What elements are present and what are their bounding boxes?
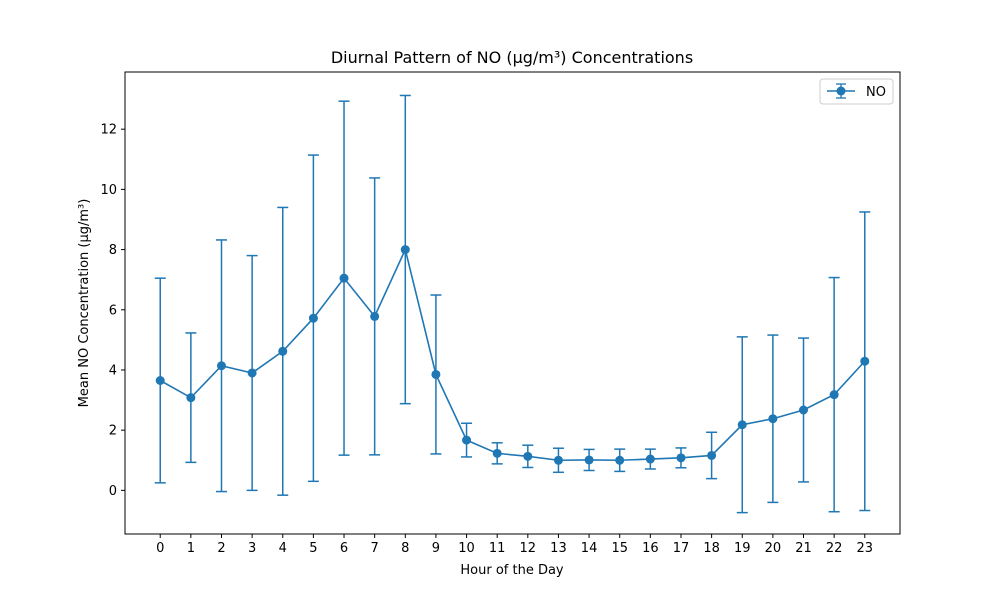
legend-label-no: NO <box>866 85 886 100</box>
plot-frame <box>124 71 901 535</box>
data-point <box>860 356 870 366</box>
x-tick-label: 14 <box>581 541 598 556</box>
data-point <box>737 420 747 430</box>
y-axis-label: Mean NO Concentration (µg/m³) <box>77 199 92 408</box>
data-point <box>278 346 288 356</box>
data-point <box>247 368 257 378</box>
x-axis-label: Hour of the Day <box>460 563 564 578</box>
x-tick-label: 5 <box>309 541 317 556</box>
x-tick-label: 18 <box>703 541 720 556</box>
x-tick-label: 22 <box>826 541 843 556</box>
series-line-no <box>159 247 866 462</box>
data-point <box>768 414 778 424</box>
x-tick-label: 3 <box>248 541 256 556</box>
data-point <box>431 369 441 379</box>
x-tick-label: 15 <box>611 541 628 556</box>
x-tick-label: 7 <box>371 541 379 556</box>
y-tick-label: 2 <box>109 424 117 439</box>
data-point <box>615 455 625 465</box>
x-tick-label: 23 <box>856 541 873 556</box>
y-tick-label: 8 <box>109 243 117 258</box>
x-tick-label: 4 <box>279 541 287 556</box>
y-tick-label: 4 <box>109 363 117 378</box>
data-point <box>462 435 472 445</box>
data-point <box>216 361 226 371</box>
data-point <box>553 455 563 465</box>
data-point <box>676 453 686 463</box>
y-axis: 0 2 4 6 8 10 12 <box>100 123 125 499</box>
y-tick-label: 0 <box>109 484 117 499</box>
data-point <box>186 393 196 403</box>
y-tick-label: 6 <box>109 303 117 318</box>
x-tick-label: 0 <box>156 541 164 556</box>
data-point <box>645 454 655 464</box>
data-point <box>584 455 594 465</box>
x-axis: 0 1 2 3 4 5 6 7 8 9 10 11 12 13 14 15 16 17 18 19 20 21 22 23 <box>156 534 873 556</box>
x-tick-label: 9 <box>432 541 440 556</box>
data-point <box>339 273 349 283</box>
x-tick-label: 1 <box>187 541 195 556</box>
legend-marker-swatch <box>836 86 846 96</box>
data-point <box>523 451 533 461</box>
data-point <box>400 245 410 255</box>
x-tick-label: 21 <box>795 541 812 556</box>
x-tick-label: 16 <box>642 541 659 556</box>
data-point <box>829 390 839 400</box>
data-point <box>308 313 318 323</box>
y-tick-label: 10 <box>100 183 117 198</box>
x-tick-label: 10 <box>458 541 475 556</box>
chart-title: Diurnal Pattern of NO (µg/m³) Concentrat… <box>331 48 693 67</box>
data-point <box>492 448 502 458</box>
x-tick-label: 13 <box>550 541 567 556</box>
x-tick-label: 12 <box>520 541 537 556</box>
legend: NO <box>819 78 894 105</box>
data-point <box>155 376 165 386</box>
x-tick-label: 8 <box>401 541 409 556</box>
x-tick-label: 17 <box>673 541 690 556</box>
plot-area <box>154 94 871 514</box>
x-tick-label: 2 <box>217 541 225 556</box>
y-tick-label: 12 <box>100 123 117 138</box>
data-point <box>799 405 809 415</box>
x-tick-label: 11 <box>489 541 506 556</box>
x-tick-label: 6 <box>340 541 348 556</box>
data-point <box>707 450 717 460</box>
x-tick-label: 19 <box>734 541 751 556</box>
x-tick-label: 20 <box>765 541 782 556</box>
data-point <box>370 311 380 321</box>
